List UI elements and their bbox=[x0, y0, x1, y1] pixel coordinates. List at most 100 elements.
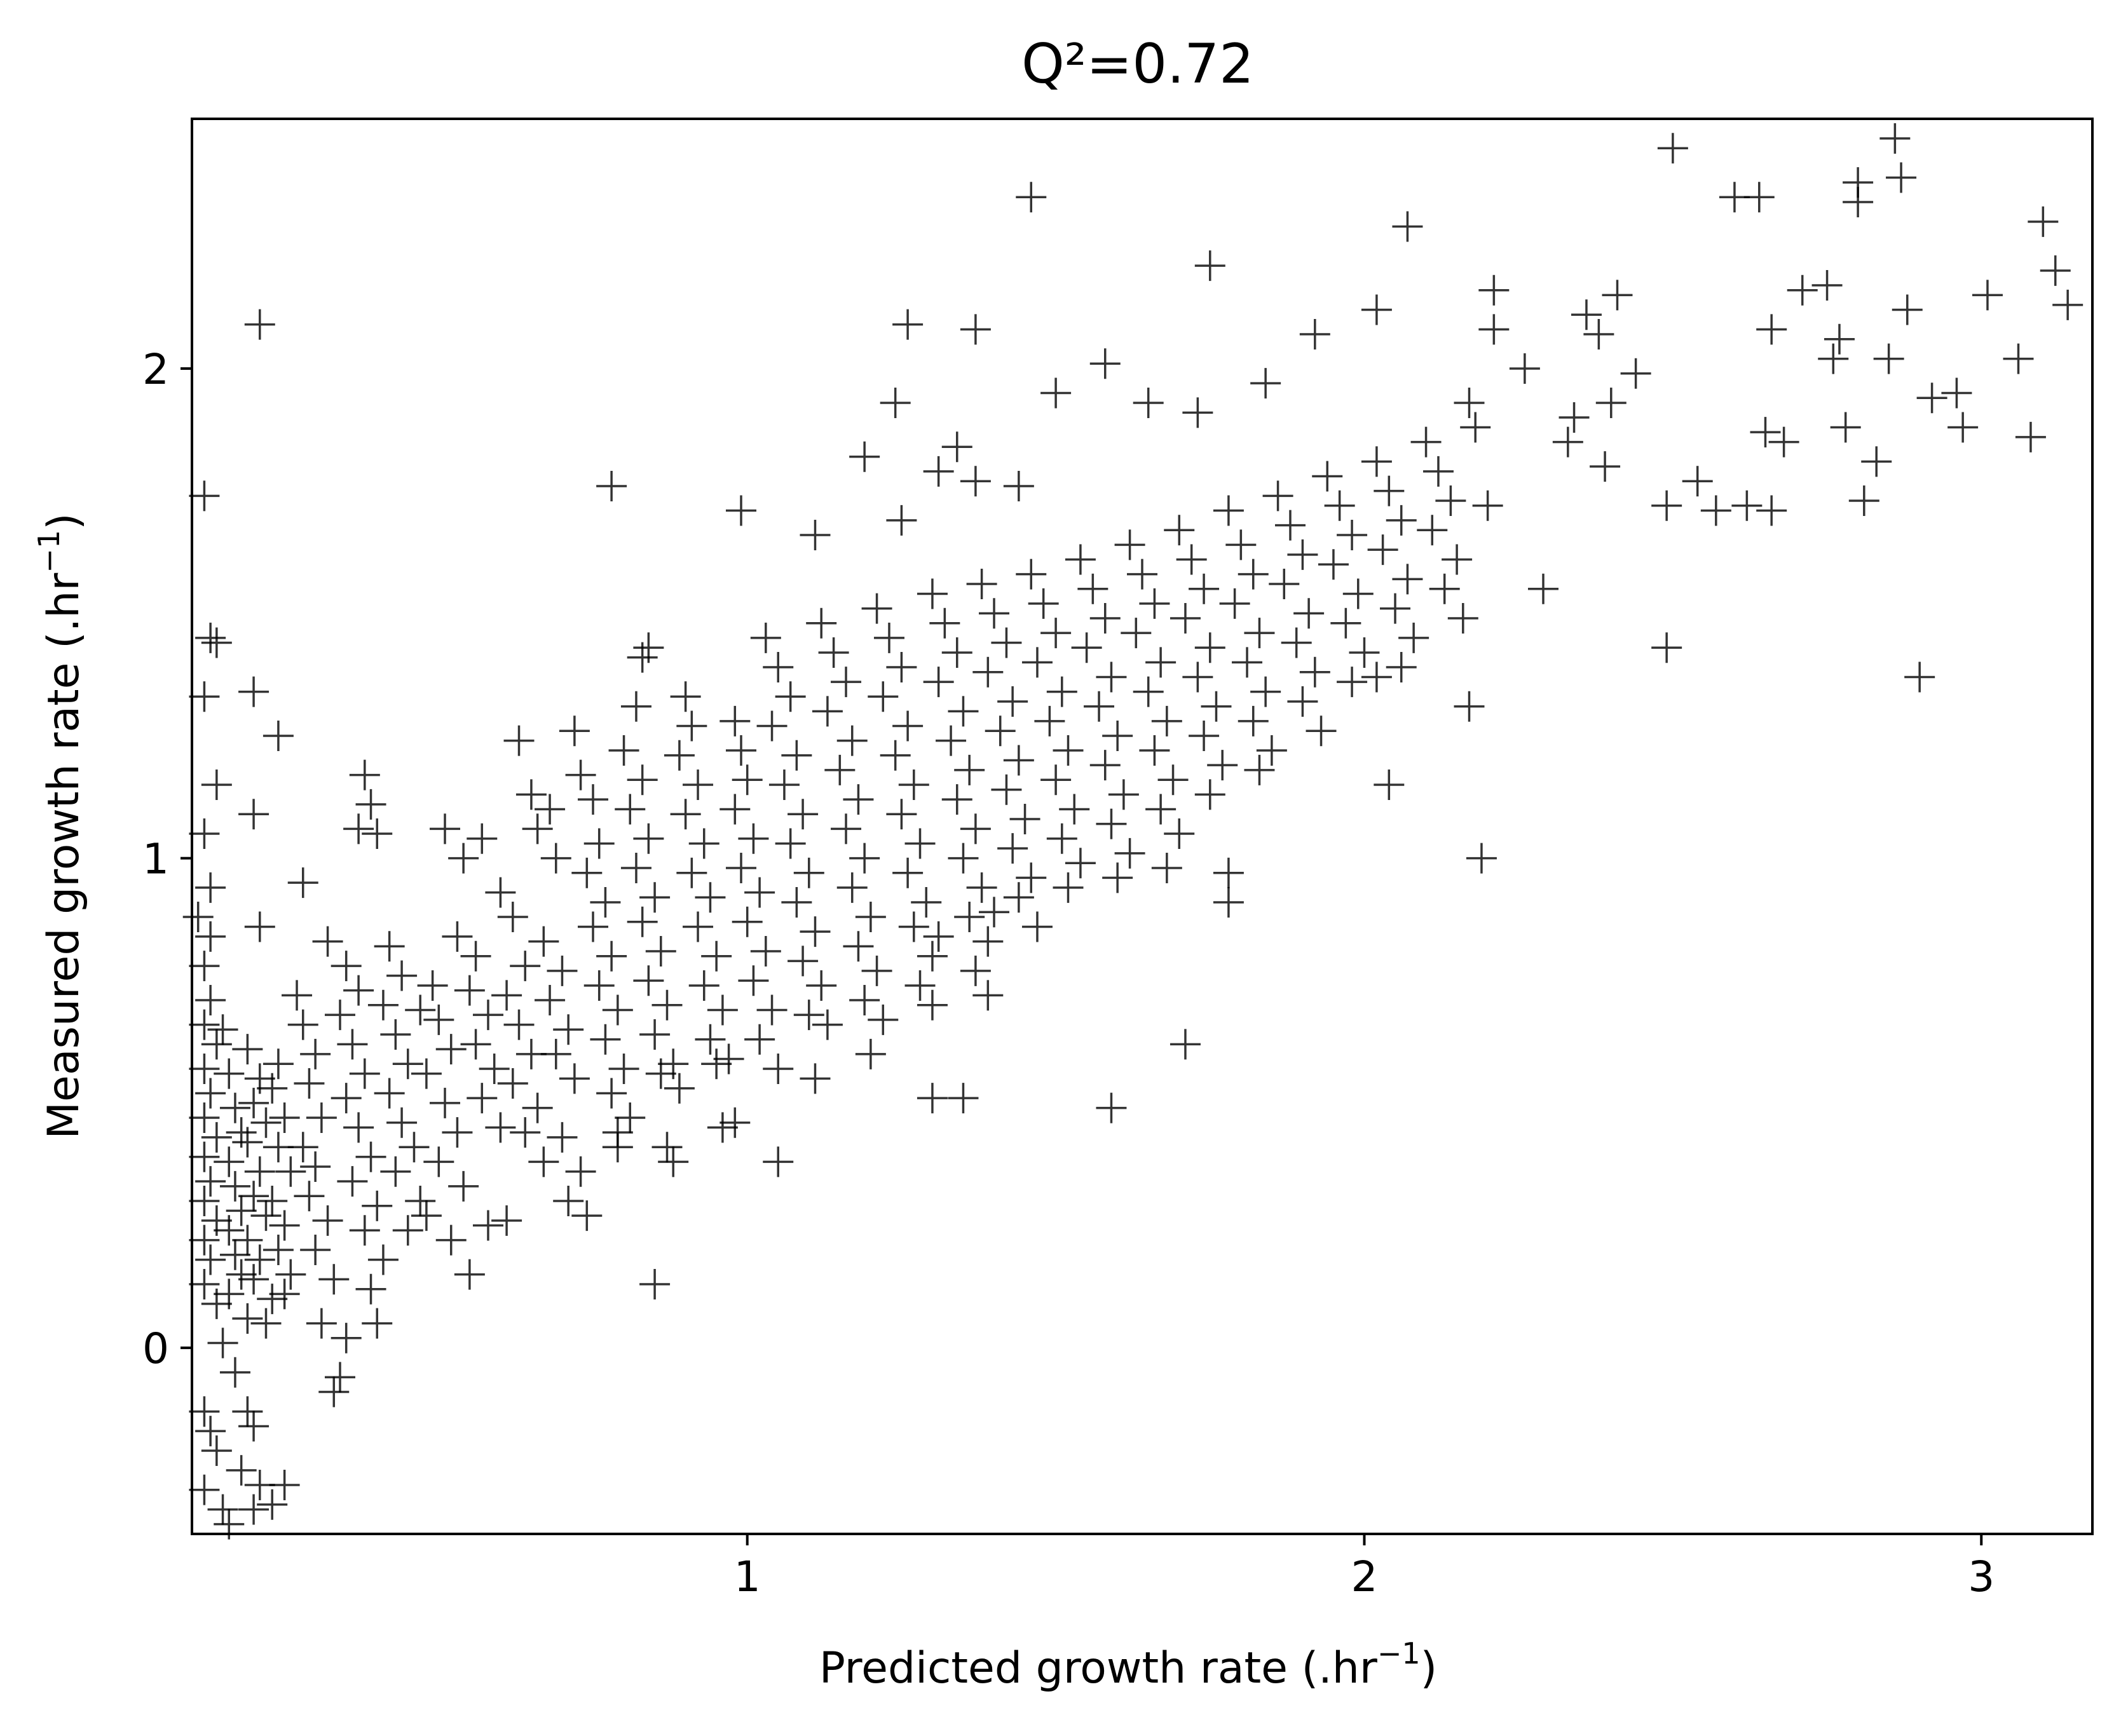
data-point bbox=[725, 853, 756, 883]
data-point bbox=[775, 828, 806, 859]
data-point bbox=[201, 770, 232, 800]
data-point bbox=[275, 1259, 306, 1290]
data-point bbox=[503, 725, 535, 756]
data-point bbox=[1021, 911, 1053, 942]
data-point bbox=[800, 1063, 831, 1094]
data-point bbox=[1787, 275, 1818, 306]
data-point bbox=[282, 980, 313, 1011]
data-point bbox=[1361, 446, 1392, 477]
data-point bbox=[343, 1112, 374, 1143]
data-point bbox=[1620, 358, 1651, 389]
data-point bbox=[1756, 495, 1787, 526]
data-point bbox=[1009, 803, 1040, 834]
data-point bbox=[189, 818, 220, 850]
data-point bbox=[367, 989, 399, 1021]
data-point bbox=[1096, 661, 1127, 693]
data-point bbox=[1904, 661, 1935, 693]
data-point bbox=[1886, 162, 1917, 193]
data-point bbox=[1108, 779, 1139, 810]
data-point bbox=[645, 936, 676, 966]
data-point bbox=[1306, 715, 1337, 747]
data-point bbox=[695, 1024, 726, 1055]
data-point bbox=[1003, 470, 1034, 501]
data-point bbox=[1916, 383, 1947, 414]
data-point bbox=[214, 1215, 245, 1246]
data-point bbox=[510, 1117, 541, 1148]
data-point bbox=[232, 1034, 263, 1065]
y-axis-label-exponent: −1 bbox=[32, 530, 66, 573]
data-point bbox=[1528, 573, 1559, 604]
data-point bbox=[683, 770, 714, 800]
data-point bbox=[1392, 564, 1423, 595]
data-point bbox=[608, 735, 639, 766]
data-point bbox=[553, 1014, 584, 1045]
data-point bbox=[1818, 343, 1849, 374]
data-point bbox=[1447, 603, 1478, 634]
data-point bbox=[201, 1435, 232, 1466]
data-point bbox=[417, 970, 448, 1001]
data-point bbox=[448, 1170, 479, 1202]
data-point bbox=[948, 1083, 979, 1114]
data-point bbox=[343, 975, 374, 1006]
data-point bbox=[720, 705, 751, 736]
data-point bbox=[454, 1259, 485, 1290]
data-point bbox=[750, 936, 781, 966]
data-point bbox=[448, 843, 479, 874]
data-point bbox=[590, 886, 621, 918]
data-point bbox=[645, 1058, 676, 1089]
data-point bbox=[1201, 691, 1232, 722]
data-point bbox=[349, 759, 380, 790]
data-point bbox=[1114, 837, 1145, 869]
data-point bbox=[1219, 588, 1250, 619]
data-point bbox=[1238, 559, 1269, 590]
data-point bbox=[1768, 426, 1799, 458]
data-point bbox=[411, 1058, 442, 1089]
data-point bbox=[590, 1024, 621, 1055]
data-point bbox=[836, 872, 868, 903]
data-point bbox=[1422, 456, 1454, 487]
data-point bbox=[1194, 250, 1225, 281]
data-point bbox=[331, 1083, 362, 1114]
data-point bbox=[207, 1014, 238, 1045]
data-point bbox=[738, 965, 769, 996]
data-point bbox=[528, 926, 559, 957]
data-point bbox=[1133, 387, 1164, 418]
data-point bbox=[195, 1166, 226, 1197]
data-point bbox=[485, 877, 516, 908]
data-point bbox=[2040, 255, 2071, 286]
data-point bbox=[1262, 480, 1293, 512]
data-point bbox=[1460, 412, 1491, 443]
data-points bbox=[182, 123, 2083, 1540]
y-axis-label-text: Measured growth rate (.hr bbox=[39, 573, 89, 1139]
data-point bbox=[312, 926, 343, 957]
data-point bbox=[1330, 607, 1361, 639]
data-point bbox=[1595, 387, 1627, 418]
data-point bbox=[1947, 412, 1979, 443]
x-axis-label-text: Predicted growth rate (.hr bbox=[819, 1643, 1377, 1693]
data-point bbox=[578, 911, 609, 942]
data-point bbox=[1342, 578, 1374, 609]
data-point bbox=[639, 1019, 671, 1050]
data-point bbox=[633, 823, 664, 854]
data-point bbox=[775, 681, 806, 712]
data-point bbox=[497, 902, 528, 933]
data-point bbox=[997, 833, 1028, 864]
data-point bbox=[639, 1269, 671, 1299]
data-point bbox=[793, 1000, 824, 1031]
data-point bbox=[189, 1224, 220, 1256]
x-tick-label: 2 bbox=[1351, 1552, 1377, 1601]
data-point bbox=[287, 1009, 318, 1040]
data-point bbox=[596, 940, 627, 972]
data-point bbox=[294, 1068, 325, 1099]
data-point bbox=[232, 1224, 263, 1256]
data-point bbox=[491, 1205, 522, 1236]
chart-title: Q²=0.72 bbox=[1021, 32, 1254, 96]
data-point bbox=[620, 853, 651, 883]
data-point bbox=[886, 652, 917, 683]
data-point bbox=[362, 818, 393, 850]
data-point bbox=[1003, 882, 1034, 913]
data-point bbox=[1398, 622, 1429, 653]
data-point bbox=[1281, 627, 1312, 658]
data-point bbox=[972, 926, 1004, 957]
